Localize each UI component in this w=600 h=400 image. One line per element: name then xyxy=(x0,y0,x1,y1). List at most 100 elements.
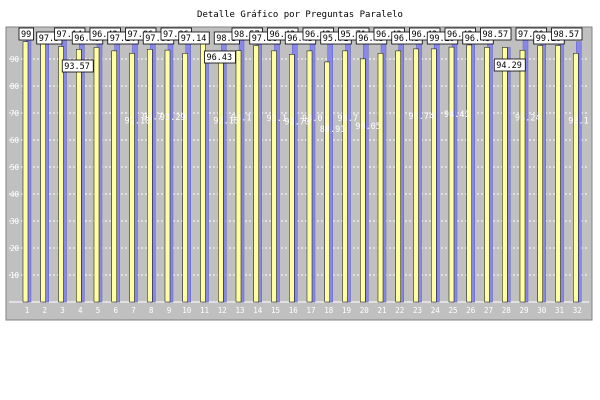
data-label: 97.14 xyxy=(57,30,83,40)
data-label: 99.29 xyxy=(536,34,562,44)
bar-series-b xyxy=(502,47,508,303)
bar-series-b xyxy=(76,49,82,303)
data-label: 92.1 xyxy=(568,116,588,126)
x-tick-label: 8 xyxy=(149,306,154,315)
x-tick-label: 6 xyxy=(113,306,118,315)
bar-series-b xyxy=(271,50,277,303)
data-label: 99.29 xyxy=(429,34,455,44)
x-tick-label: 15 xyxy=(271,306,280,315)
bar-series-b xyxy=(519,50,526,303)
data-label: 93.74 xyxy=(409,112,435,122)
data-label: 98.57 xyxy=(554,30,580,40)
y-tick-label: 20 xyxy=(10,244,20,253)
x-tick-label: 29 xyxy=(519,306,528,315)
y-tick-label: 90 xyxy=(10,55,20,64)
y-tick-label: 50 xyxy=(10,163,20,172)
data-label: 96.43 xyxy=(465,34,491,44)
data-label-box xyxy=(178,31,210,45)
bar-series-b xyxy=(306,50,313,303)
bar-series-b xyxy=(289,54,295,303)
x-tick-label: 27 xyxy=(484,306,493,315)
y-tick-label: 60 xyxy=(10,136,20,145)
x-tick-label: 12 xyxy=(218,306,227,315)
data-label: 96.43 xyxy=(92,30,118,40)
bar-series-b xyxy=(324,61,330,303)
chart-title: Detalle Gráfico por Preguntas Paralelo xyxy=(197,10,403,20)
data-label: 88.91 xyxy=(320,125,346,135)
x-tick-label: 5 xyxy=(96,306,101,315)
x-tick-label: 23 xyxy=(413,306,422,315)
data-label: 96.43 xyxy=(287,34,313,44)
data-label: 97.86 xyxy=(145,34,171,44)
plot-background xyxy=(5,26,593,321)
x-tick-label: 32 xyxy=(573,306,582,315)
x-tick-label: 21 xyxy=(377,306,386,315)
bar-series-b xyxy=(342,50,348,303)
x-tick-label: 20 xyxy=(360,306,370,315)
bar-series-b xyxy=(111,50,117,303)
bar-series-b xyxy=(200,41,206,303)
y-tick-label: 70 xyxy=(10,109,20,118)
data-label: 97.9 xyxy=(39,34,59,44)
bar-series-b xyxy=(484,47,490,303)
data-label: 97.86 xyxy=(128,30,154,40)
x-tick-label: 31 xyxy=(555,306,564,315)
bar-series-b xyxy=(573,53,579,303)
data-label: 96.43 xyxy=(207,53,233,63)
data-label: 90.05 xyxy=(355,122,381,132)
bar-series-b xyxy=(147,49,153,303)
data-label: 93.7 xyxy=(338,114,358,124)
data-label-box xyxy=(18,27,35,41)
x-tick-label: 18 xyxy=(324,306,334,315)
data-label: 96.43 xyxy=(305,30,331,40)
x-tick-label: 9 xyxy=(167,306,172,315)
bar-series-b xyxy=(182,53,188,303)
data-label: 97.14 xyxy=(110,34,136,44)
y-tick-label: 10 xyxy=(10,271,20,280)
bar-series-b xyxy=(395,50,401,303)
bar-series-b xyxy=(377,53,384,303)
x-tick-label: 14 xyxy=(253,306,263,315)
x-tick-label: 26 xyxy=(466,306,476,315)
data-label: 93.24 xyxy=(515,113,541,123)
x-tick-label: 28 xyxy=(502,306,512,315)
x-tick-label: 13 xyxy=(235,306,244,315)
bar-series-b xyxy=(413,48,419,303)
x-tick-label: 2 xyxy=(42,306,47,315)
data-label: 97.14 xyxy=(181,34,207,44)
bar-series-b xyxy=(555,45,561,303)
bar-series-b xyxy=(466,44,472,303)
data-label: 93.57 xyxy=(64,62,90,72)
data-label: 96.43 xyxy=(447,30,473,40)
data-label: 93.1 xyxy=(231,114,251,124)
data-label: 95.71 xyxy=(323,34,349,44)
bar-series-b xyxy=(93,47,100,303)
bar-series-b xyxy=(253,45,259,303)
data-label: 92.10 xyxy=(125,116,151,126)
data-label: 96.43 xyxy=(412,30,438,40)
data-label-box xyxy=(204,50,236,64)
x-tick-label: 24 xyxy=(431,306,441,315)
bar-series-b xyxy=(360,58,366,303)
x-tick-label: 10 xyxy=(182,306,192,315)
x-tick-label: 22 xyxy=(395,306,404,315)
bar-series-b xyxy=(431,48,437,303)
bar-series-b xyxy=(235,50,242,303)
bar-series-b xyxy=(40,41,46,303)
bar-series-b xyxy=(537,45,543,303)
x-tick-label: 17 xyxy=(306,306,315,315)
data-label: 99 xyxy=(21,30,31,40)
data-label-box xyxy=(493,58,526,72)
bar-series-b xyxy=(448,46,455,303)
x-tick-label: 19 xyxy=(342,306,351,315)
data-label: 98.57 xyxy=(483,30,509,40)
data-label: 94.41 xyxy=(444,110,470,120)
data-label: 96.43 xyxy=(358,34,384,44)
x-tick-label: 11 xyxy=(200,306,209,315)
data-label: 92.18 xyxy=(213,116,239,126)
data-label-box xyxy=(61,59,94,73)
bar-series-b xyxy=(164,49,171,303)
data-label: 96.43 xyxy=(376,30,402,40)
